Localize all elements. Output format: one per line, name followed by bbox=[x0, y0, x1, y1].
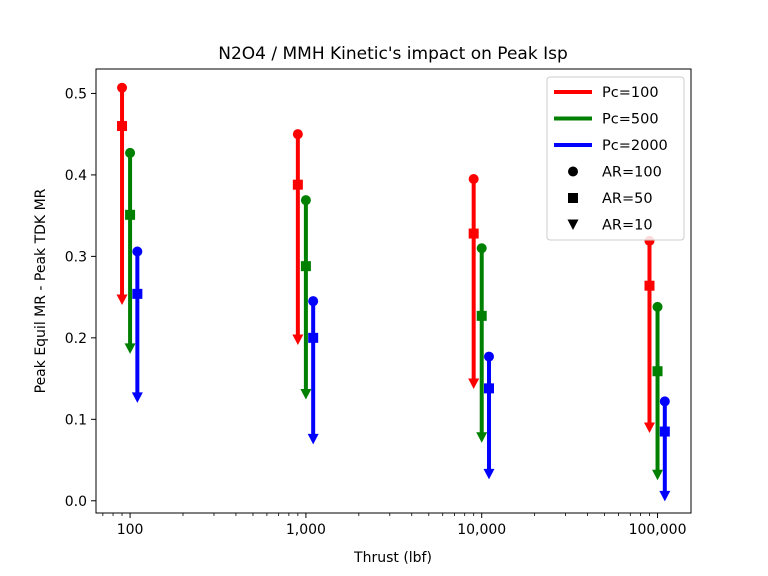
circle-marker bbox=[659, 396, 670, 407]
circle-marker bbox=[483, 351, 494, 362]
circle-marker bbox=[132, 246, 143, 257]
y-tick-label: 0.1 bbox=[65, 412, 87, 428]
square-marker bbox=[117, 121, 128, 132]
square-marker bbox=[659, 426, 670, 437]
y-axis-label: Peak Equil MR - Peak TDK MR bbox=[33, 188, 49, 393]
y-tick-label: 0.2 bbox=[65, 331, 87, 347]
circle-marker bbox=[292, 129, 303, 140]
legend-label: AR=10 bbox=[602, 218, 653, 234]
square-marker bbox=[292, 179, 303, 190]
square-marker bbox=[125, 209, 136, 220]
legend-label: AR=50 bbox=[602, 191, 653, 207]
square-marker bbox=[483, 383, 494, 394]
legend-label: AR=100 bbox=[602, 165, 662, 181]
square-marker bbox=[652, 366, 663, 377]
series-pc-2000 bbox=[131, 246, 671, 502]
axis-ticks: 100 1,000 10,000 100,000 0.0 0.1 0.2 0.3 0.4 0.5 bbox=[65, 86, 687, 538]
plot-area bbox=[116, 82, 671, 502]
legend-label: Pc=2000 bbox=[602, 138, 668, 154]
circle-marker bbox=[652, 301, 663, 312]
triangle-down-marker bbox=[567, 219, 579, 230]
x-tick-label: 100,000 bbox=[629, 522, 687, 538]
triangle-down-marker bbox=[652, 469, 664, 481]
square-marker bbox=[132, 288, 143, 299]
legend: Pc=100 Pc=500 Pc=2000 AR=100 AR=50 AR=10 bbox=[546, 76, 685, 241]
triangle-down-marker bbox=[307, 433, 319, 445]
triangle-down-marker bbox=[468, 378, 480, 389]
triangle-down-marker bbox=[483, 468, 495, 480]
x-tick-label: 100 bbox=[117, 522, 144, 538]
square-marker bbox=[308, 332, 319, 343]
triangle-down-marker bbox=[124, 343, 136, 354]
square-marker bbox=[300, 261, 311, 272]
y-tick-label: 0.3 bbox=[65, 249, 87, 265]
x-tick-label: 10,000 bbox=[457, 522, 506, 538]
triangle-down-marker bbox=[476, 432, 488, 443]
y-tick-label: 0.0 bbox=[65, 494, 87, 510]
x-axis-label: Thrust (lbf) bbox=[353, 550, 432, 566]
circle-marker bbox=[568, 166, 578, 177]
series-pc-500 bbox=[124, 147, 664, 481]
triangle-down-marker bbox=[300, 389, 312, 400]
circle-marker bbox=[300, 195, 311, 206]
triangle-down-marker bbox=[659, 490, 671, 502]
triangle-down-marker bbox=[116, 294, 128, 306]
circle-marker bbox=[468, 173, 479, 184]
square-marker bbox=[476, 310, 487, 321]
x-tick-label: 1,000 bbox=[286, 522, 326, 538]
circle-marker bbox=[117, 82, 128, 93]
square-marker bbox=[568, 193, 578, 203]
circle-marker bbox=[125, 147, 136, 158]
triangle-down-marker bbox=[292, 334, 304, 345]
legend-box bbox=[546, 76, 685, 241]
y-tick-label: 0.5 bbox=[65, 86, 87, 102]
square-marker bbox=[644, 280, 655, 291]
triangle-down-marker bbox=[131, 392, 143, 403]
chart-title: N2O4 / MMH Kinetic's impact on Peak Isp bbox=[218, 44, 567, 64]
square-marker bbox=[468, 228, 479, 239]
circle-marker bbox=[476, 243, 487, 254]
legend-label: Pc=500 bbox=[602, 112, 659, 128]
axes-frame bbox=[95, 68, 692, 514]
y-tick-label: 0.4 bbox=[65, 168, 87, 184]
circle-marker bbox=[308, 296, 319, 307]
triangle-down-marker bbox=[643, 422, 655, 433]
legend-label: Pc=100 bbox=[602, 85, 659, 101]
